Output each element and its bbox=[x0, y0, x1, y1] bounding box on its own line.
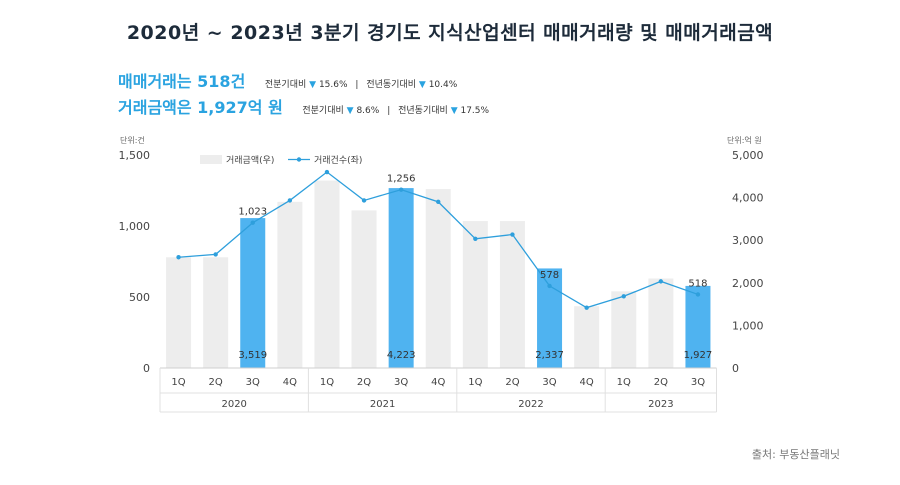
summary-amount: 거래금액은 1,927억 원 전분기대비 ▼ 8.6% | 전년동기대비 ▼ 1… bbox=[118, 94, 489, 118]
bar-amount bbox=[611, 291, 637, 368]
line-point-count bbox=[213, 252, 218, 257]
quarter-tick-label: 4Q bbox=[431, 377, 445, 388]
line-point-count bbox=[361, 198, 367, 203]
line-point-count bbox=[176, 255, 181, 260]
line-point-count bbox=[250, 220, 255, 225]
quarter-tick-label: 2Q bbox=[505, 377, 519, 388]
line-value-label: 1,256 bbox=[387, 174, 416, 185]
bar-amount bbox=[574, 306, 600, 368]
quarter-tick-label: 3Q bbox=[691, 377, 705, 388]
down-arrow-icon: ▼ bbox=[418, 80, 426, 90]
legend-label-count: 거래건수(좌) bbox=[314, 155, 362, 166]
bar-amount bbox=[314, 180, 340, 368]
line-point-count bbox=[324, 169, 330, 175]
bar-value-label: 2,337 bbox=[535, 350, 564, 361]
bar-amount bbox=[240, 218, 266, 368]
bar-amount bbox=[388, 188, 414, 368]
quarter-tick-label: 1Q bbox=[617, 377, 631, 388]
line-value-label: 518 bbox=[688, 278, 707, 289]
down-arrow-icon: ▼ bbox=[309, 80, 317, 90]
legend-marker-count bbox=[296, 157, 302, 162]
summary-amount-text: 거래금액은 1,927억 원 bbox=[118, 98, 283, 117]
quarter-tick-label: 4Q bbox=[283, 377, 297, 388]
bar-amount bbox=[277, 201, 303, 368]
line-point-count bbox=[695, 292, 701, 297]
line-point-count bbox=[621, 294, 626, 299]
line-point-count bbox=[436, 199, 441, 205]
yoy-value: 10.4% bbox=[428, 80, 458, 90]
summary-transactions-text: 매매거래는 518건 bbox=[118, 72, 246, 91]
source-note: 출처: 부동산플래닛 bbox=[751, 448, 840, 461]
quarter-tick-label: 2Q bbox=[654, 377, 668, 388]
right-tick-label: 0 bbox=[732, 362, 739, 375]
bar-value-label: 1,927 bbox=[684, 350, 713, 361]
left-tick-label: 1,500 bbox=[119, 149, 151, 162]
line-point-count bbox=[658, 279, 664, 284]
quarter-tick-label: 1Q bbox=[320, 377, 334, 388]
bar-amount bbox=[462, 221, 488, 368]
quarter-tick-label: 2Q bbox=[357, 377, 371, 388]
line-value-label: 1,023 bbox=[238, 207, 267, 218]
year-label: 2021 bbox=[370, 399, 395, 410]
line-point-count bbox=[398, 187, 404, 192]
line-point-count bbox=[473, 236, 478, 241]
quarter-tick-label: 4Q bbox=[580, 377, 594, 388]
summary-transactions: 매매거래는 518건 전분기대비 ▼ 15.6% | 전년동기대비 ▼ 10.4… bbox=[118, 68, 457, 92]
year-label: 2020 bbox=[221, 399, 246, 410]
line-point-count bbox=[287, 198, 293, 203]
line-point-count bbox=[510, 232, 515, 237]
summary-amount-compare: 전분기대비 ▼ 8.6% | 전년동기대비 ▼ 17.5% bbox=[302, 106, 489, 116]
bar-value-label: 3,519 bbox=[238, 350, 267, 361]
yoy-label: 전년동기대비 bbox=[398, 106, 448, 116]
bar-amount bbox=[648, 278, 674, 368]
right-tick-label: 3,000 bbox=[732, 234, 764, 247]
yoy-label: 전년동기대비 bbox=[366, 80, 417, 90]
bar-amount bbox=[685, 285, 711, 368]
right-unit-label: 단위:억 원 bbox=[727, 135, 762, 145]
summary-transactions-compare: 전분기대비 ▼ 15.6% | 전년동기대비 ▼ 10.4% bbox=[265, 80, 457, 90]
qoq-value: 8.6% bbox=[356, 106, 380, 116]
quarter-tick-label: 2Q bbox=[209, 377, 223, 388]
bar-amount bbox=[166, 257, 192, 368]
qoq-value: 15.6% bbox=[318, 80, 348, 90]
legend-label-amount: 거래금액(우) bbox=[226, 154, 274, 166]
bar-amount bbox=[351, 210, 377, 368]
left-unit-label: 단위:건 bbox=[120, 135, 145, 145]
quarter-tick-label: 1Q bbox=[468, 377, 482, 388]
left-tick-label: 500 bbox=[129, 291, 150, 304]
line-value-label: 578 bbox=[540, 270, 559, 281]
chart-title: 2020년 ~ 2023년 3분기 경기도 지식산업센터 매매거래량 및 매매거… bbox=[126, 22, 774, 44]
quarter-tick-label: 3Q bbox=[394, 377, 408, 388]
right-tick-label: 2,000 bbox=[732, 277, 764, 290]
right-tick-label: 4,000 bbox=[732, 192, 764, 205]
yoy-value: 17.5% bbox=[460, 106, 490, 116]
qoq-label: 전분기대비 bbox=[264, 80, 307, 90]
legend-swatch-amount bbox=[200, 155, 222, 164]
quarter-tick-label: 3Q bbox=[542, 377, 556, 388]
down-arrow-icon: ▼ bbox=[346, 106, 354, 116]
separator: | bbox=[355, 80, 359, 90]
line-point-count bbox=[547, 283, 552, 289]
qoq-label: 전분기대비 bbox=[302, 106, 344, 116]
bar-amount bbox=[203, 257, 229, 368]
line-point-count bbox=[584, 305, 589, 310]
left-tick-label: 1,000 bbox=[119, 220, 151, 233]
quarter-tick-label: 3Q bbox=[246, 377, 260, 388]
bar-amount bbox=[499, 221, 525, 368]
down-arrow-icon: ▼ bbox=[450, 106, 458, 116]
bar-amount bbox=[425, 189, 451, 368]
left-tick-label: 0 bbox=[143, 362, 150, 375]
year-label: 2022 bbox=[518, 399, 543, 410]
bar-value-label: 4,223 bbox=[387, 350, 416, 361]
separator: | bbox=[387, 106, 391, 116]
quarter-tick-label: 1Q bbox=[171, 377, 185, 388]
right-tick-label: 5,000 bbox=[732, 149, 764, 162]
right-tick-label: 1,000 bbox=[732, 319, 764, 332]
year-label: 2023 bbox=[648, 399, 673, 410]
